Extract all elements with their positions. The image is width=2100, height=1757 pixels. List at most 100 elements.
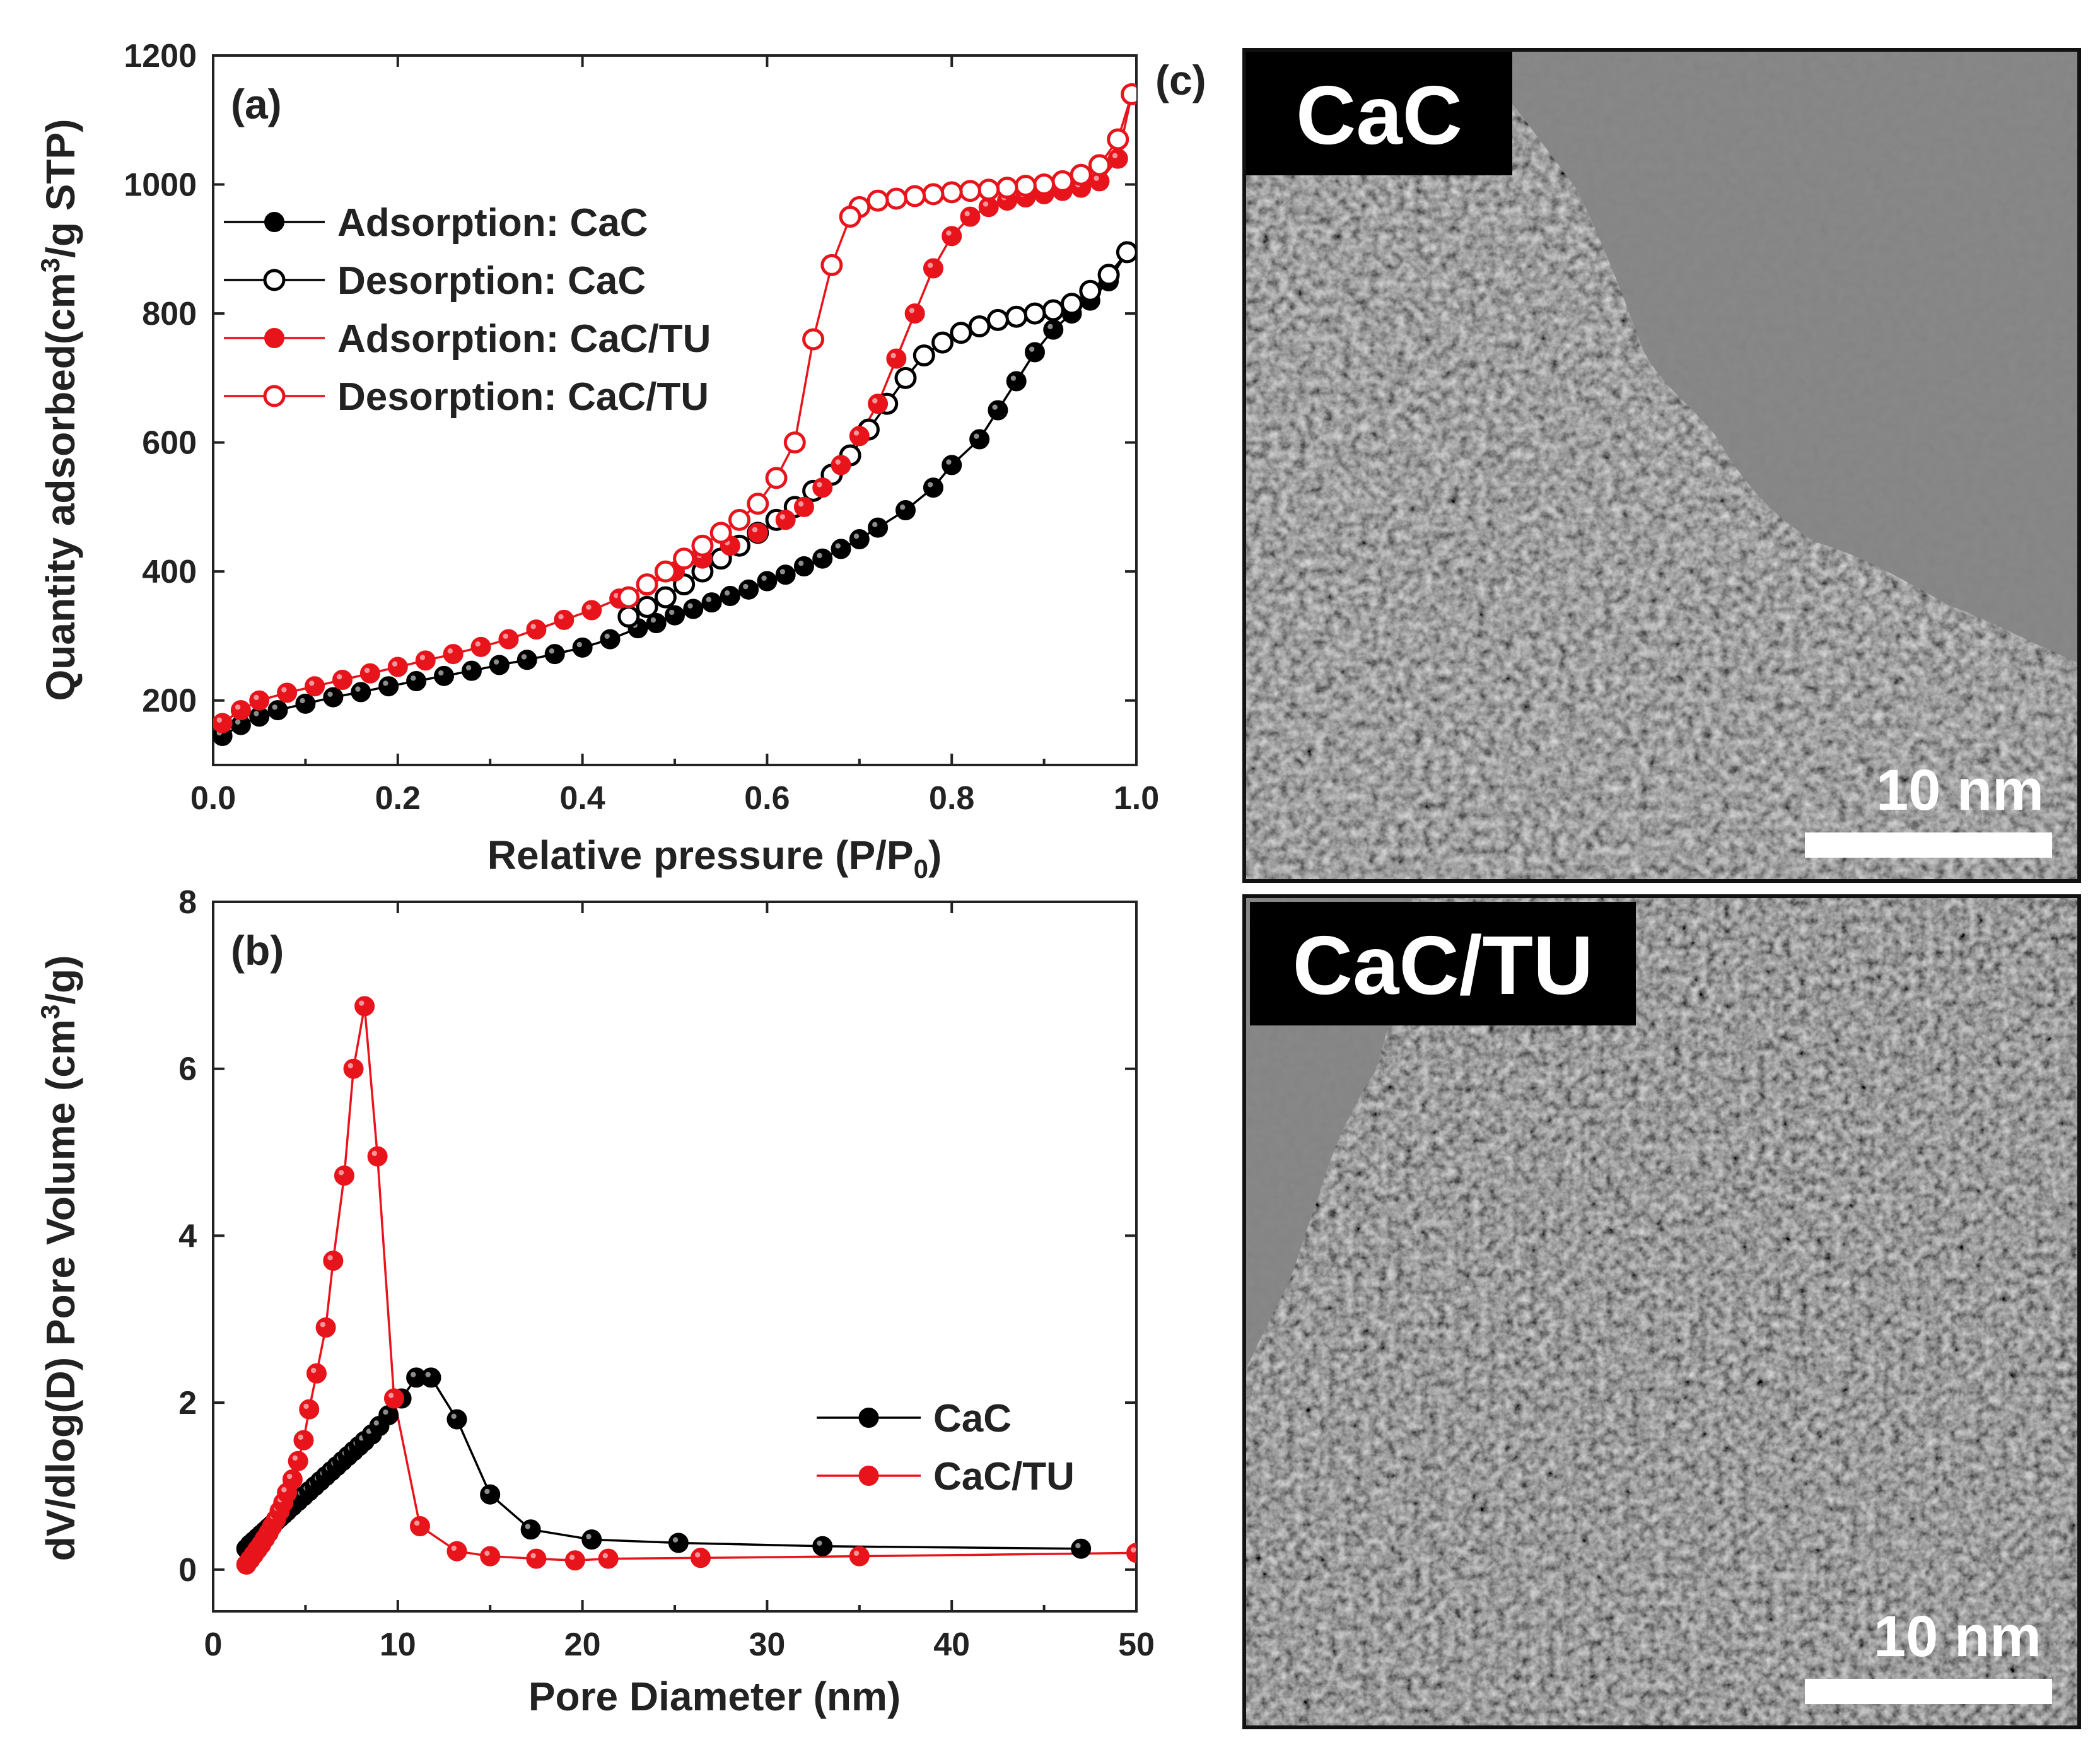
data-point [673, 547, 696, 570]
legend-a: Adsorption: CaC Desorption: CaC Adsorption… [224, 201, 711, 419]
data-point [282, 1469, 303, 1490]
data-point-highlight [272, 704, 277, 710]
data-point-highlight [292, 1455, 298, 1461]
data-point [668, 1532, 689, 1553]
scale-bar [1805, 1679, 2052, 1704]
data-point-highlight [817, 552, 822, 559]
tick-marks-a [212, 54, 1138, 765]
data-point-highlight [359, 1000, 365, 1006]
data-point-highlight [569, 1555, 575, 1560]
data-point [922, 183, 945, 206]
data-point [526, 1548, 547, 1569]
data-point-highlight [974, 433, 979, 439]
data-point [213, 713, 233, 733]
data-point-highlight [309, 680, 315, 686]
data-point [1061, 293, 1083, 315]
data-point-highlight [946, 230, 952, 236]
data-point [446, 1541, 467, 1561]
data-point [332, 670, 353, 690]
data-point [1107, 148, 1128, 169]
data-point-highlight [447, 648, 453, 654]
data-point [367, 1146, 388, 1167]
data-point [295, 693, 316, 714]
data-point-highlight [992, 404, 998, 410]
data-point [421, 1367, 441, 1388]
data-point [977, 178, 1000, 201]
data-point [446, 1409, 467, 1430]
data-point [1024, 342, 1045, 363]
data-point [293, 1430, 314, 1451]
data-point-highlight [281, 1487, 287, 1493]
data-point [728, 508, 750, 531]
data-point [572, 637, 593, 658]
data-point-highlight [310, 1367, 317, 1374]
data-point-highlight [327, 1255, 333, 1261]
x-tick-label: 50 [1118, 1626, 1155, 1663]
data-point-highlight [835, 459, 841, 465]
data-point [277, 682, 298, 703]
tem-label-bg [1246, 52, 1512, 175]
data-point-highlight [798, 561, 804, 566]
legend-b: CaC CaC/TU [817, 1397, 1075, 1498]
series-markers-a [213, 83, 1136, 746]
y-tick-label: 2 [178, 1385, 197, 1421]
data-point-highlight [451, 1413, 457, 1419]
data-point [904, 303, 925, 324]
data-point [849, 1546, 870, 1567]
data-point [498, 629, 519, 650]
data-point-highlight [503, 633, 508, 639]
data-point-highlight [964, 211, 970, 217]
data-point [868, 517, 889, 538]
data-point [434, 665, 454, 686]
y-tick-label: 8 [178, 884, 197, 921]
x-tick-label: 0.0 [190, 780, 236, 817]
data-point-highlight [872, 522, 878, 528]
data-point-highlight [853, 534, 860, 539]
scale-bar-label: 10 nm [1874, 1604, 2041, 1669]
data-point [343, 1058, 364, 1079]
data-point-highlight [235, 719, 241, 725]
data-point-highlight [254, 711, 259, 716]
legend-label: Desorption: CaC/TU [337, 375, 709, 419]
data-point [383, 1388, 404, 1409]
data-point [409, 1516, 430, 1536]
series-markers-b [236, 996, 1136, 1575]
data-point-highlight [525, 1524, 531, 1529]
data-point [812, 1536, 833, 1556]
data-point [1126, 1543, 1136, 1563]
data-point [831, 539, 851, 559]
data-point [581, 600, 602, 621]
data-point [1107, 128, 1129, 151]
tem-label-bg [1250, 902, 1636, 1025]
tick-labels-a: 0.0 0.2 0.4 0.6 0.8 1.0 200 400 600 800 1000 1200 [124, 38, 1159, 817]
data-point-highlight [300, 698, 305, 704]
data-point-highlight [1094, 175, 1099, 181]
legend-marker [264, 328, 284, 348]
data-point-highlight [475, 641, 481, 647]
data-point-highlight [425, 1372, 431, 1377]
data-point [812, 477, 833, 498]
data-point [1088, 154, 1111, 177]
data-point-highlight [364, 667, 370, 674]
y-axis-title-b: dV/dlog(D) Pore Volume (cm3/g) [35, 955, 83, 1561]
data-point-highlight [530, 1553, 536, 1559]
x-tick-label: 1.0 [1114, 780, 1159, 817]
data-point [923, 477, 943, 498]
data-point [812, 548, 833, 569]
data-point [554, 609, 575, 630]
data-point-highlight [388, 1392, 394, 1398]
data-point [913, 344, 935, 367]
legend-label: CaC/TU [933, 1455, 1075, 1498]
data-point [654, 560, 677, 583]
data-point-highlight [983, 201, 989, 207]
data-point [950, 322, 972, 344]
data-point-highlight [1131, 1547, 1136, 1553]
data-point [305, 676, 325, 697]
data-point-highlight [484, 1550, 490, 1556]
data-point [783, 431, 806, 454]
data-point-highlight [872, 398, 878, 404]
data-point [1033, 173, 1056, 196]
data-point [387, 657, 408, 677]
data-point [443, 644, 464, 665]
